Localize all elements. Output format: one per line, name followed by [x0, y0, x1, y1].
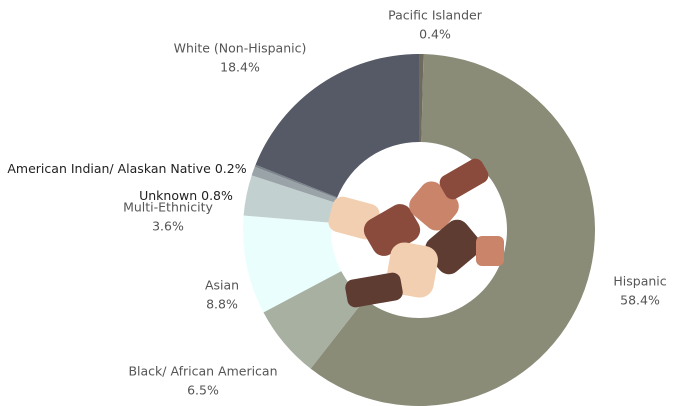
value-label: 0.8%	[201, 188, 233, 203]
category-label: Pacific Islander	[388, 8, 483, 23]
category-label: Black/ African American	[128, 364, 277, 379]
value-label: 18.4%	[220, 60, 260, 75]
value-label: 0.2%	[215, 161, 247, 176]
value-label: 3.6%	[152, 219, 184, 234]
value-label: 6.5%	[187, 383, 219, 398]
slice	[251, 166, 337, 203]
label-panel	[0, 132, 234, 194]
slice	[243, 215, 342, 313]
center-decoration	[328, 158, 504, 308]
data-label: American Indian/ Alaskan Native 0.2%	[7, 161, 246, 176]
value-label: 58.4%	[620, 293, 660, 308]
slice	[310, 54, 595, 406]
slice	[263, 271, 365, 369]
slice	[419, 54, 424, 143]
category-label: Hispanic	[613, 274, 666, 289]
category-label: American Indian/ Alaskan Native	[7, 161, 211, 176]
category-label: Multi-Ethnicity	[123, 200, 213, 215]
slice	[255, 54, 419, 198]
category-label: Unknown	[139, 188, 197, 203]
slice	[243, 175, 336, 223]
value-label: 8.8%	[206, 297, 238, 312]
category-label: Asian	[205, 278, 239, 293]
category-label: White (Non-Hispanic)	[174, 41, 307, 56]
slice	[254, 164, 338, 199]
value-label: 0.4%	[419, 27, 451, 42]
slices	[243, 54, 595, 406]
data-label: Unknown 0.8%	[139, 188, 233, 203]
